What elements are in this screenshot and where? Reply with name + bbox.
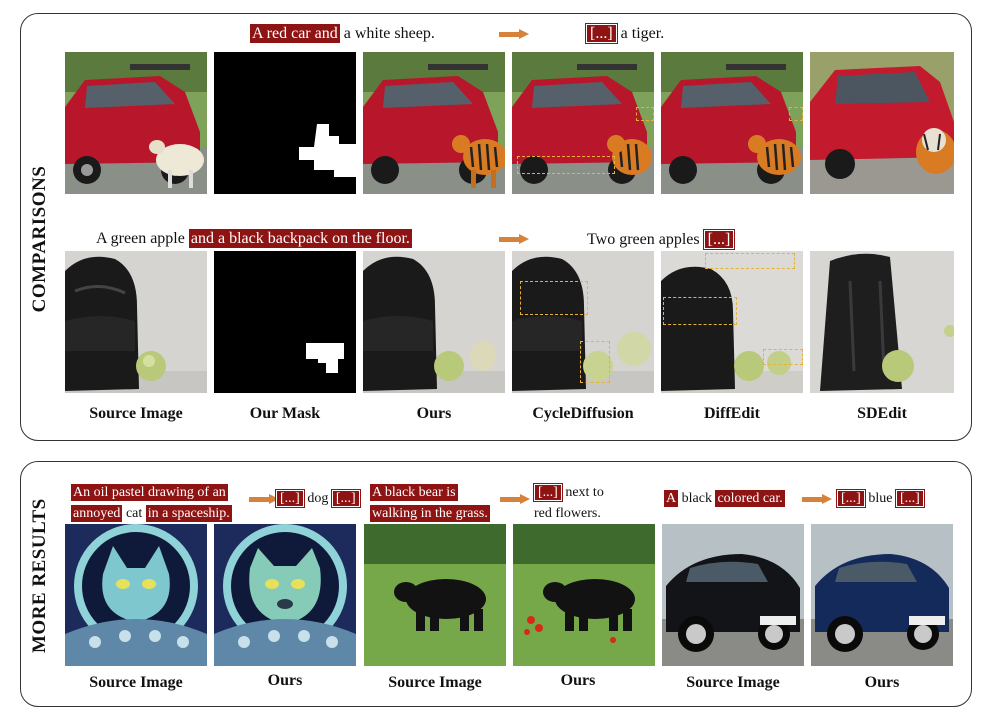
ex2-ours-image bbox=[513, 524, 655, 666]
ex1-target-highlight-b: [...] bbox=[330, 489, 361, 508]
car-tiger-image bbox=[810, 52, 954, 194]
caption-source-image: Source Image bbox=[89, 405, 183, 422]
ex1-source-image bbox=[65, 524, 207, 666]
row2-source-prompt: A green apple and a black backpack on th… bbox=[96, 228, 412, 250]
backpack-apples-image bbox=[363, 251, 505, 393]
cat-spaceship-image bbox=[65, 524, 207, 666]
ex1-line2-highlight-a: annoyed bbox=[71, 505, 123, 522]
more-caption-source-2: Source Image bbox=[388, 674, 482, 691]
bear-flowers-image bbox=[513, 524, 655, 666]
ex1-target-highlight-a: [...] bbox=[275, 489, 305, 508]
backpack-apples-image bbox=[512, 251, 654, 393]
row2-source-highlight: and a black backpack on the floor. bbox=[188, 229, 412, 248]
row2-mask-image bbox=[214, 251, 356, 393]
more-caption-ours-2: Ours bbox=[560, 672, 596, 689]
ex3-target-highlight-a: [...] bbox=[836, 489, 866, 508]
more-caption-ours-1: Ours bbox=[267, 672, 303, 689]
ex3-source-prompt: A black colored car. bbox=[664, 488, 785, 510]
ex1-ours-image bbox=[214, 524, 356, 666]
caption-cyclediffusion: CycleDiffusion bbox=[532, 405, 634, 422]
artifact-box bbox=[636, 107, 654, 121]
artifact-box bbox=[763, 349, 803, 365]
artifact-box bbox=[789, 107, 803, 121]
backpack-apple-image bbox=[810, 251, 954, 393]
dog-spaceship-image bbox=[214, 524, 356, 666]
black-car-image bbox=[662, 524, 804, 666]
row2-ours-image bbox=[363, 251, 505, 393]
backpack-apple-image bbox=[65, 251, 207, 393]
artifact-box bbox=[520, 281, 588, 315]
row1-target-text: a tiger. bbox=[620, 25, 665, 42]
ex2-target-prompt: [...] next to red flowers. bbox=[533, 482, 604, 524]
ex3-text: black bbox=[681, 491, 712, 506]
car-tiger-image bbox=[512, 52, 654, 194]
ex2-line2-highlight: walking in the grass. bbox=[370, 505, 490, 522]
row2-sdedit-image bbox=[810, 251, 954, 393]
ex2-arrow-icon bbox=[500, 494, 530, 504]
car-sheep-image bbox=[65, 52, 207, 194]
ex1-target-text: dog bbox=[307, 491, 329, 506]
mask-shape bbox=[299, 124, 356, 177]
row1-arrow-icon bbox=[499, 29, 529, 39]
ex3-target-prompt: [...] blue [...] bbox=[836, 488, 925, 510]
caption-diffedit: DiffEdit bbox=[704, 405, 760, 422]
more-caption-ours-3: Ours bbox=[864, 674, 900, 691]
ex1-source-prompt: An oil pastel drawing of an annoyed cat … bbox=[71, 482, 232, 524]
row1-ours-image bbox=[363, 52, 505, 194]
artifact-box bbox=[663, 297, 737, 325]
blue-car-image bbox=[811, 524, 953, 666]
row2-cyclediffusion-image bbox=[512, 251, 654, 393]
row1-target-highlight: [...] bbox=[585, 23, 618, 44]
row1-diffedit-image bbox=[661, 52, 803, 194]
ex3-ours-image bbox=[811, 524, 953, 666]
row2-target-highlight: [...] bbox=[702, 229, 736, 250]
more-results-label: MORE RESULTS bbox=[29, 498, 50, 653]
row2-source-text: A green apple bbox=[96, 230, 185, 247]
ex2-source-image bbox=[364, 524, 506, 666]
caption-sdedit: SDEdit bbox=[857, 405, 907, 422]
more-caption-source-3: Source Image bbox=[686, 674, 780, 691]
ex3-arrow-icon bbox=[802, 494, 832, 504]
ex2-target-line1: next to bbox=[565, 485, 604, 500]
row1-target-prompt: [...] a tiger. bbox=[585, 23, 665, 45]
row2-target-prompt: Two green apples [...] bbox=[587, 229, 736, 251]
ex3-source-image bbox=[662, 524, 804, 666]
car-tiger-image bbox=[661, 52, 803, 194]
caption-ours: Ours bbox=[416, 405, 452, 422]
ex3-target-highlight-b: [...] bbox=[894, 489, 925, 508]
ex1-arrow-icon bbox=[249, 494, 279, 504]
bear-grass-image bbox=[364, 524, 506, 666]
ex2-target-line2: red flowers. bbox=[534, 506, 601, 521]
row1-cyclediffusion-image bbox=[512, 52, 654, 194]
ex3-highlight-a: A bbox=[664, 490, 679, 507]
artifact-box bbox=[580, 341, 610, 383]
row2-source-image bbox=[65, 251, 207, 393]
row1-mask-image bbox=[214, 52, 356, 194]
caption-our-mask: Our Mask bbox=[249, 405, 321, 422]
row2-target-text: Two green apples bbox=[587, 231, 700, 248]
artifact-box bbox=[705, 253, 795, 269]
artifact-box bbox=[517, 156, 615, 174]
ex1-line1-highlight: An oil pastel drawing of an bbox=[71, 484, 228, 501]
row2-arrow-icon bbox=[499, 234, 529, 244]
ex1-target-prompt: [...] dog [...] bbox=[275, 488, 361, 510]
ex3-target-text: blue bbox=[868, 491, 893, 506]
ex2-source-prompt: A black bear is walking in the grass. bbox=[370, 482, 490, 524]
row1-source-text: a white sheep. bbox=[343, 25, 435, 42]
row1-source-image bbox=[65, 52, 207, 194]
ex1-line2-text: cat bbox=[125, 506, 143, 521]
row1-source-highlight: A red car and bbox=[250, 24, 340, 43]
more-caption-source-1: Source Image bbox=[89, 674, 183, 691]
row1-sdedit-image bbox=[810, 52, 954, 194]
ex3-highlight-b: colored car. bbox=[715, 490, 785, 507]
ex2-line1-highlight: A black bear is bbox=[370, 484, 458, 501]
ex1-line2-highlight-b: in a spaceship. bbox=[145, 505, 232, 522]
row1-source-prompt: A red car and a white sheep. bbox=[250, 23, 435, 45]
car-tiger-image bbox=[363, 52, 505, 194]
comparisons-label: COMPARISONS bbox=[29, 165, 50, 313]
mask-shape bbox=[306, 343, 344, 373]
ex2-target-highlight: [...] bbox=[533, 483, 563, 502]
row2-diffedit-image bbox=[661, 251, 803, 393]
